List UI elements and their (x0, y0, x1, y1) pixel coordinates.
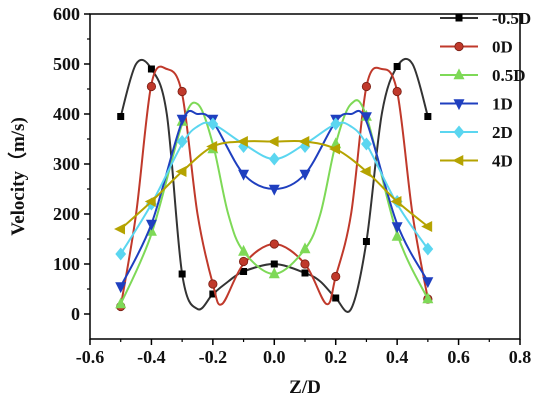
data-point-1d (176, 114, 188, 126)
x-tick-label: 0.4 (386, 347, 409, 367)
data-point-1d (238, 169, 250, 181)
data-point-4d (144, 196, 156, 207)
y-tick-label: 0 (71, 304, 80, 324)
data-point-m0p5d (362, 238, 370, 245)
data-point-2d (268, 152, 280, 166)
legend: -0.5D 0D 0.5D 1D 2D 4D (440, 9, 531, 171)
legend-marker (453, 68, 465, 80)
series-line-1d (119, 109, 429, 287)
legend-label: -0.5D (492, 9, 531, 28)
legend-label: 1D (492, 95, 513, 114)
legend-item-4d: 4D (440, 152, 513, 171)
data-point-4d (329, 143, 341, 155)
data-point-m0p5d (209, 290, 217, 298)
legend-label: 0D (492, 38, 513, 57)
legend-marker (453, 125, 465, 139)
data-point-4d (267, 136, 279, 147)
data-point-m0p5d (240, 268, 248, 275)
series-layer (114, 57, 434, 313)
data-point-4d (421, 221, 433, 232)
legend-label: 4D (492, 152, 513, 171)
x-axis-title: Z/D (289, 377, 321, 398)
legend-item-2d: 2D (440, 123, 513, 142)
y-axis-title: Velocity（m/s) (6, 117, 29, 236)
legend-marker (454, 41, 464, 52)
legend-item-1d: 1D (440, 95, 513, 114)
series-0p5d (115, 99, 434, 309)
data-point-0d (361, 81, 372, 92)
series-1d (115, 109, 434, 294)
legend-item-0p5d: 0.5D (440, 66, 526, 85)
data-point-0p5d (391, 229, 403, 241)
data-point-1d (299, 169, 311, 181)
data-point-2d (422, 242, 434, 256)
x-tick-label: -0.2 (199, 347, 228, 367)
y-tick-label: 200 (53, 204, 80, 224)
y-tick-label: 400 (53, 104, 80, 124)
data-point-1d (268, 184, 280, 196)
legend-label: 0.5D (492, 66, 526, 85)
data-point-4d (236, 136, 248, 147)
data-point-1d (391, 222, 403, 234)
data-point-0p5d (268, 267, 280, 279)
data-point-2d (361, 137, 372, 151)
legend-marker (452, 155, 464, 166)
legend-marker (453, 99, 465, 111)
data-point-0d (208, 279, 218, 289)
data-point-4d (359, 166, 371, 177)
data-point-m0p5d (270, 260, 278, 268)
x-tick-label: -0.4 (137, 347, 166, 367)
data-point-m0p5d (178, 270, 186, 278)
data-point-0p5d (299, 242, 311, 254)
y-tick-label: 500 (53, 54, 80, 74)
data-point-0d (392, 86, 402, 97)
data-point-m0p5d (117, 113, 125, 120)
x-tick-label: 0.6 (447, 347, 470, 367)
data-point-2d (176, 135, 188, 148)
data-point-0p5d (238, 244, 250, 256)
y-tick-label: 600 (53, 4, 80, 24)
x-tick-label: 0.2 (324, 347, 347, 367)
x-tick-label: -0.6 (76, 347, 105, 367)
data-point-m0p5d (424, 113, 432, 120)
data-point-4d (206, 141, 218, 152)
data-point-1d (422, 277, 434, 289)
series-4d (114, 136, 433, 235)
y-tick-label: 100 (53, 254, 80, 274)
axes: -0.6 -0.4 -0.2 0.0 0.2 0.4 0.6 0.8 0 100 200 300 400… (53, 4, 531, 367)
data-point-m0p5d (332, 294, 340, 302)
data-point-0p5d (422, 292, 434, 304)
legend-item-0d: 0D (440, 38, 513, 57)
data-point-4d (298, 136, 310, 147)
data-point-1d (145, 219, 157, 231)
data-point-4d (175, 166, 187, 177)
data-point-0d (331, 271, 341, 282)
data-point-0d (177, 86, 187, 97)
data-point-0p5d (115, 297, 127, 309)
data-point-0d (300, 259, 310, 269)
data-point-4d (390, 196, 402, 207)
data-point-1d (115, 282, 127, 294)
data-point-2d (207, 117, 219, 131)
data-point-m0p5d (147, 65, 155, 73)
data-point-4d (114, 223, 126, 235)
data-point-1d (360, 112, 372, 124)
data-point-0d (269, 239, 279, 249)
data-point-0d (238, 256, 249, 267)
series-m0p5d (117, 57, 432, 313)
legend-marker (455, 14, 463, 22)
legend-item-m0p5d: -0.5D (440, 9, 531, 28)
x-tick-label: 0.0 (263, 347, 286, 367)
data-point-2d (330, 117, 342, 131)
data-point-0d (146, 81, 157, 92)
data-point-m0p5d (301, 269, 309, 277)
series-0d (116, 65, 433, 312)
legend-label: 2D (492, 123, 513, 142)
y-tick-label: 300 (53, 154, 80, 174)
data-point-2d (115, 247, 127, 261)
data-point-m0p5d (393, 63, 401, 70)
x-tick-label: 0.8 (509, 347, 532, 367)
